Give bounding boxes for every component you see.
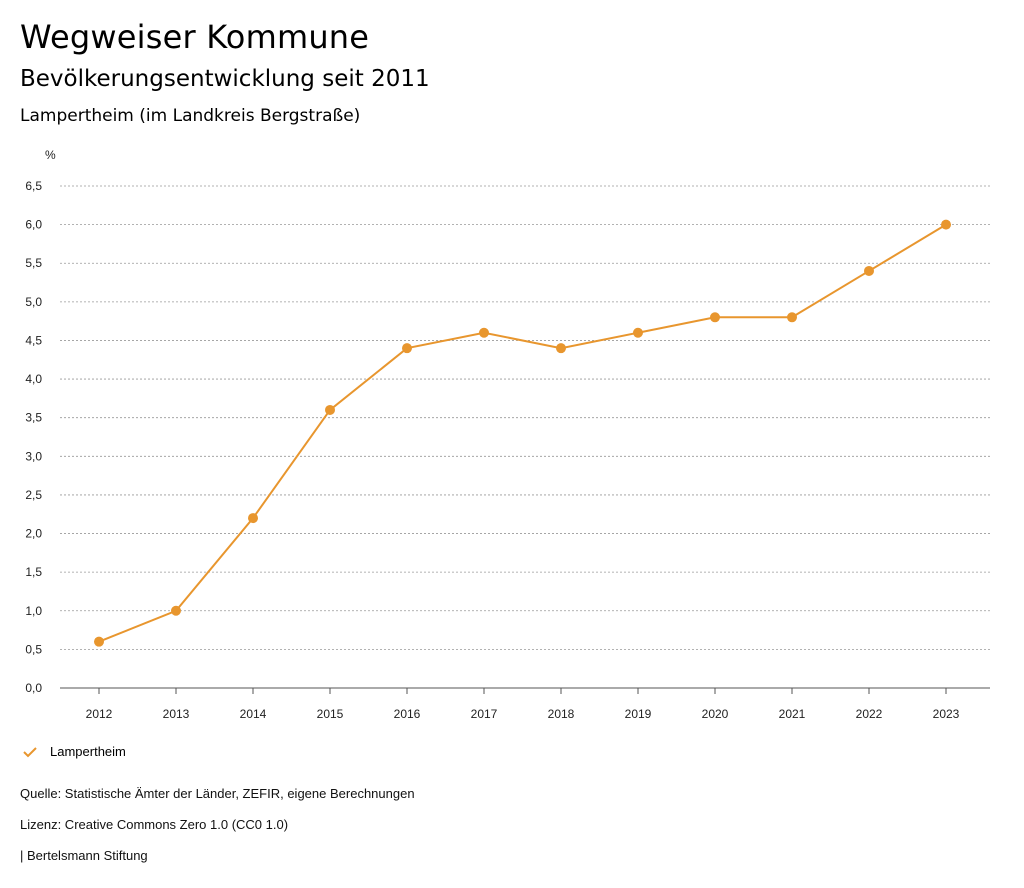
y-tick-label: 4,5 [25,333,42,347]
data-point[interactable] [941,219,951,230]
data-point[interactable] [325,404,335,415]
y-axis-unit: % [45,148,56,162]
x-tick-label: 2019 [625,707,652,721]
y-tick-label: 3,5 [25,411,42,425]
publisher-note: | Bertelsmann Stiftung [20,848,148,863]
x-tick-label: 2023 [933,707,960,721]
y-tick-label: 1,5 [25,565,42,579]
x-tick-label: 2016 [394,707,421,721]
x-tick-label: 2022 [856,707,883,721]
data-point[interactable] [556,343,566,354]
legend-item-lampertheim: Lampertheim [50,744,126,759]
y-tick-label: 5,5 [25,256,42,270]
data-point[interactable] [402,343,412,354]
y-tick-label: 5,0 [25,295,42,309]
check-icon [23,746,37,757]
y-tick-label: 4,0 [25,372,42,386]
line-chart: % 0,0 0,5 1,0 1,5 2,0 2,5 3,0 3,5 4,0 4,5 5,0 5,5 6,… [25,148,990,721]
data-point[interactable] [248,513,258,524]
y-tick-label: 2,0 [25,527,42,541]
data-point[interactable] [171,605,181,616]
x-tick-label: 2020 [702,707,729,721]
x-tick-label: 2012 [86,707,113,721]
y-tick-label: 3,0 [25,449,42,463]
x-tick-label: 2018 [548,707,575,721]
series-layer [94,219,951,647]
y-tick-label: 6,0 [25,218,42,232]
y-tick-label: 1,0 [25,604,42,618]
x-tick-label: 2021 [779,707,806,721]
y-tick-label: 6,5 [25,179,42,193]
source-note: Quelle: Statistische Ämter der Länder, Z… [20,786,415,801]
x-axis: 2012 2013 2014 2015 2016 2017 2018 2019 2020 2021… [86,688,960,721]
data-point[interactable] [94,636,104,647]
y-tick-label: 0,5 [25,642,42,656]
x-tick-label: 2014 [240,707,267,721]
x-tick-label: 2017 [471,707,498,721]
x-tick-label: 2013 [163,707,190,721]
y-axis-ticks: 0,0 0,5 1,0 1,5 2,0 2,5 3,0 3,5 4,0 4,5 5,0 5,5 6,0 6… [25,179,42,695]
data-point[interactable] [479,327,489,338]
data-point[interactable] [864,265,874,276]
chart-subtitle: Bevölkerungsentwicklung seit 2011 [20,66,430,92]
x-tick-label: 2015 [317,707,344,721]
y-tick-label: 2,5 [25,488,42,502]
page-title: Wegweiser Kommune [20,18,370,56]
region-label: Lampertheim (im Landkreis Bergstraße) [20,106,361,126]
license-note: Lizenz: Creative Commons Zero 1.0 (CC0 1… [20,817,289,832]
grid-lines [60,185,990,689]
data-point[interactable] [787,312,797,323]
data-point[interactable] [710,312,720,323]
legend[interactable]: Lampertheim [22,744,126,759]
y-tick-label: 0,0 [25,681,42,695]
data-point[interactable] [633,327,643,338]
series-line-lampertheim [98,223,947,643]
